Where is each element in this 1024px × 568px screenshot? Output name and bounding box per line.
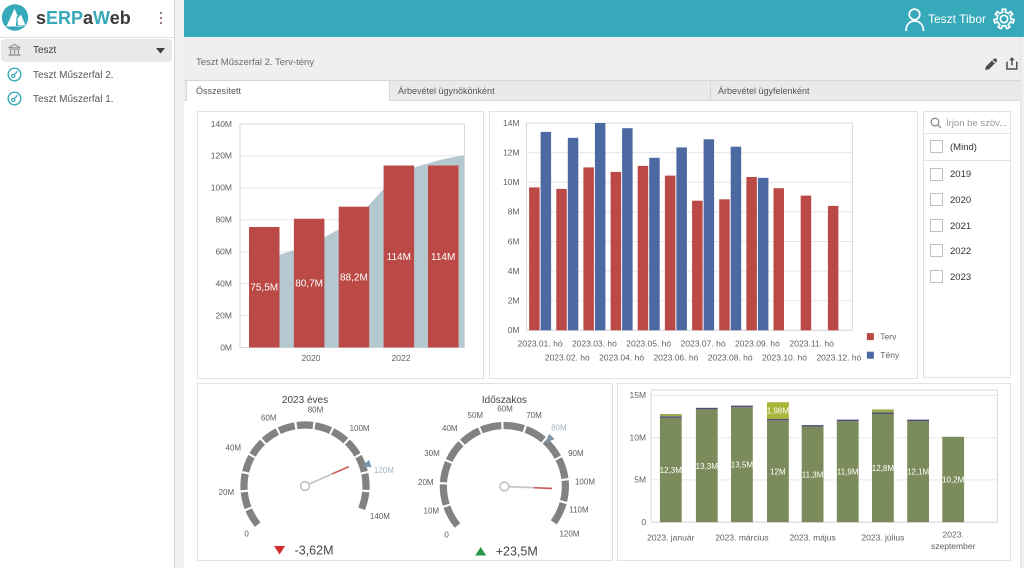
svg-text:10,2M: 10,2M bbox=[942, 476, 965, 485]
svg-text:0: 0 bbox=[641, 517, 646, 527]
svg-text:15M: 15M bbox=[630, 390, 647, 400]
svg-text:120M: 120M bbox=[211, 151, 232, 161]
svg-text:2023.10. hó: 2023.10. hó bbox=[762, 352, 807, 362]
svg-text:0M: 0M bbox=[508, 325, 520, 335]
svg-text:60M: 60M bbox=[215, 247, 232, 257]
svg-text:10M: 10M bbox=[630, 433, 647, 443]
svg-text:2023.03. hó: 2023.03. hó bbox=[572, 338, 617, 348]
svg-text:szeptember: szeptember bbox=[931, 541, 976, 551]
svg-text:40M: 40M bbox=[215, 278, 232, 288]
svg-text:2023.07. hó: 2023.07. hó bbox=[681, 338, 726, 348]
svg-text:75,5M: 75,5M bbox=[250, 283, 278, 294]
svg-text:2023. július: 2023. július bbox=[861, 533, 904, 543]
svg-text:2023. március: 2023. március bbox=[715, 533, 768, 543]
svg-text:100M: 100M bbox=[575, 478, 595, 487]
svg-text:+23,5M: +23,5M bbox=[496, 545, 538, 559]
svg-text:10M: 10M bbox=[503, 177, 520, 187]
svg-text:2023.06. hó: 2023.06. hó bbox=[653, 352, 698, 362]
svg-text:80M: 80M bbox=[551, 423, 567, 432]
svg-text:4M: 4M bbox=[508, 266, 520, 276]
svg-text:80,7M: 80,7M bbox=[295, 279, 323, 290]
svg-text:80M: 80M bbox=[215, 215, 232, 225]
svg-text:110M: 110M bbox=[569, 505, 589, 514]
svg-text:2023.: 2023. bbox=[943, 529, 964, 539]
svg-text:2023.11. hó: 2023.11. hó bbox=[790, 338, 835, 348]
svg-text:100M: 100M bbox=[211, 183, 232, 193]
svg-text:120M: 120M bbox=[559, 530, 579, 539]
svg-text:100M: 100M bbox=[350, 424, 370, 433]
svg-text:1,98M: 1,98M bbox=[767, 407, 790, 416]
svg-text:2023.04. hó: 2023.04. hó bbox=[599, 352, 644, 362]
svg-text:14M: 14M bbox=[503, 118, 520, 128]
svg-text:Terv: Terv bbox=[880, 332, 897, 342]
svg-text:12M: 12M bbox=[770, 467, 786, 476]
svg-text:0: 0 bbox=[444, 530, 449, 539]
svg-text:88,2M: 88,2M bbox=[340, 273, 368, 284]
svg-text:2023.12. hó: 2023.12. hó bbox=[816, 352, 861, 362]
svg-text:40M: 40M bbox=[226, 443, 242, 452]
svg-text:13,3M: 13,3M bbox=[696, 462, 719, 471]
svg-text:12,1M: 12,1M bbox=[907, 468, 930, 477]
svg-text:12,3M: 12,3M bbox=[660, 466, 683, 475]
svg-text:2M: 2M bbox=[508, 296, 520, 306]
svg-text:30M: 30M bbox=[424, 449, 440, 458]
svg-text:60M: 60M bbox=[497, 405, 513, 414]
svg-text:11,3M: 11,3M bbox=[802, 470, 824, 479]
svg-text:Tény: Tény bbox=[880, 350, 900, 360]
svg-text:50M: 50M bbox=[468, 411, 484, 420]
svg-text:-3,62M: -3,62M bbox=[295, 544, 334, 558]
svg-text:6M: 6M bbox=[508, 236, 520, 246]
svg-text:20M: 20M bbox=[219, 488, 235, 497]
svg-text:12M: 12M bbox=[503, 147, 520, 157]
svg-text:114M: 114M bbox=[431, 252, 455, 263]
svg-text:2022: 2022 bbox=[392, 353, 411, 363]
svg-text:10M: 10M bbox=[424, 506, 440, 515]
svg-text:70M: 70M bbox=[526, 411, 542, 420]
svg-text:2023 éves: 2023 éves bbox=[282, 395, 328, 406]
svg-text:140M: 140M bbox=[370, 512, 390, 521]
svg-text:2023.01. hó: 2023.01. hó bbox=[518, 338, 563, 348]
svg-text:80M: 80M bbox=[308, 405, 324, 414]
svg-text:2023. május: 2023. május bbox=[789, 533, 835, 543]
svg-text:2020: 2020 bbox=[302, 353, 321, 363]
svg-text:13,5M: 13,5M bbox=[731, 461, 754, 470]
svg-text:120M: 120M bbox=[374, 466, 394, 475]
svg-text:2023.09. hó: 2023.09. hó bbox=[735, 338, 780, 348]
svg-text:60M: 60M bbox=[261, 413, 277, 422]
svg-text:8M: 8M bbox=[508, 207, 520, 217]
svg-text:0M: 0M bbox=[220, 342, 232, 352]
svg-text:20M: 20M bbox=[418, 478, 434, 487]
svg-text:114M: 114M bbox=[387, 252, 411, 263]
svg-text:Időszakos: Időszakos bbox=[482, 395, 527, 406]
svg-text:11,9M: 11,9M bbox=[837, 468, 859, 477]
svg-text:5M: 5M bbox=[634, 475, 646, 485]
svg-text:20M: 20M bbox=[215, 310, 232, 320]
svg-text:90M: 90M bbox=[568, 449, 584, 458]
svg-text:2023.08. hó: 2023.08. hó bbox=[708, 352, 753, 362]
svg-text:0: 0 bbox=[244, 529, 249, 538]
svg-text:2023. január: 2023. január bbox=[647, 533, 694, 543]
svg-text:140M: 140M bbox=[211, 119, 232, 129]
svg-text:12,8M: 12,8M bbox=[872, 464, 895, 473]
svg-text:2023.05. hó: 2023.05. hó bbox=[626, 338, 671, 348]
svg-text:40M: 40M bbox=[442, 424, 458, 433]
svg-text:2023.02. hó: 2023.02. hó bbox=[545, 352, 590, 362]
